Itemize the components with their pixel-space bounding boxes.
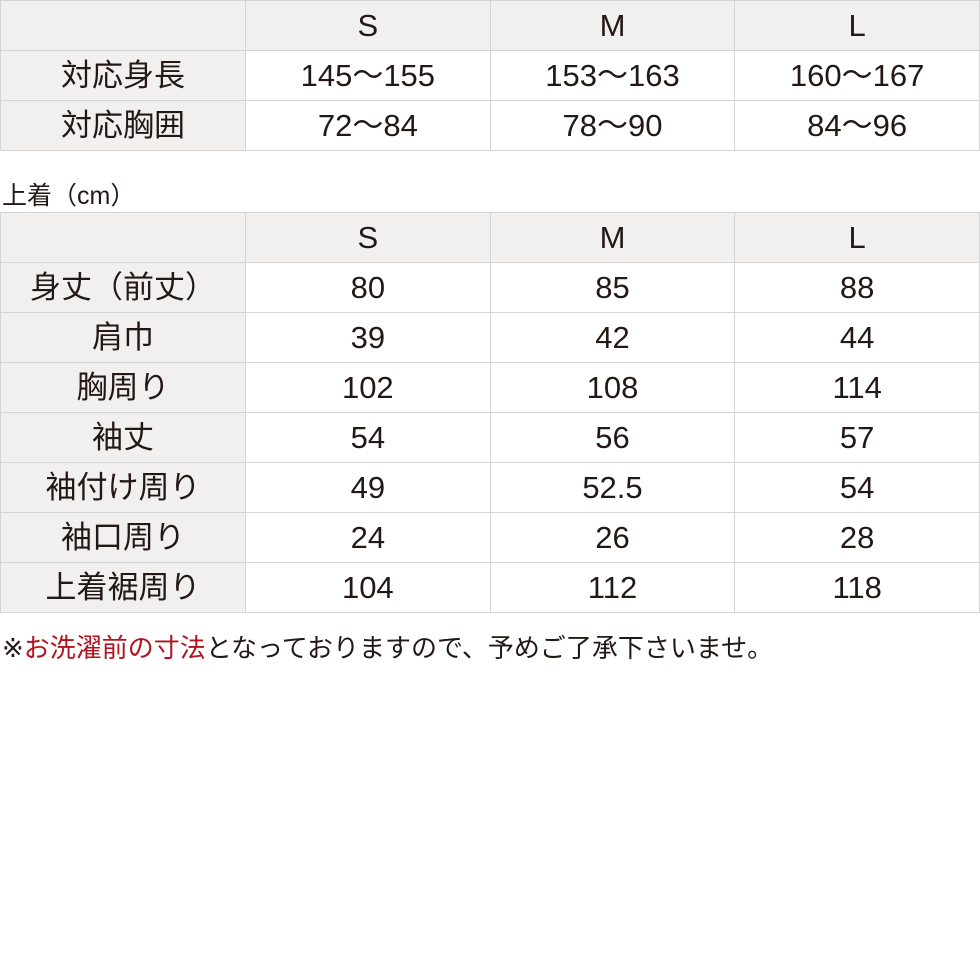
cell: 112 <box>489 562 736 613</box>
note-text: となっておりますので、予めご了承下さいませ。 <box>205 633 774 663</box>
row-label: 袖丈 <box>0 412 246 463</box>
cell: 160〜167 <box>734 50 980 101</box>
row-label: 袖付け周り <box>0 462 246 513</box>
header-cell: M <box>489 0 736 51</box>
cell: 104 <box>245 562 491 613</box>
cell: 42 <box>489 312 736 363</box>
row-label: 胸周り <box>0 362 246 413</box>
washing-note: ※お洗濯前の寸法となっておりますので、予めご了承下さいませ。 <box>2 628 773 665</box>
cell: 56 <box>489 412 736 463</box>
cell: 114 <box>734 362 980 413</box>
cell: 80 <box>245 262 491 313</box>
cell: 153〜163 <box>489 50 736 101</box>
row-label: 身丈（前丈） <box>0 262 246 313</box>
table-header-row: S M L <box>0 212 980 263</box>
cell: 118 <box>734 562 980 613</box>
row-label: 肩巾 <box>0 312 246 363</box>
jacket-caption: 上着（cm） <box>2 182 136 210</box>
table-row: 対応胸囲 72〜84 78〜90 84〜96 <box>0 100 980 151</box>
table-row: 対応身長 145〜155 153〜163 160〜167 <box>0 50 980 101</box>
cell: 39 <box>245 312 491 363</box>
cell: 24 <box>245 512 491 563</box>
row-label: 対応身長 <box>0 50 246 101</box>
cell: 72〜84 <box>245 100 491 151</box>
row-label: 上着裾周り <box>0 562 246 613</box>
cell: 28 <box>734 512 980 563</box>
header-cell: M <box>489 212 736 263</box>
size-reference-table: S M L 対応身長 145〜155 153〜163 160〜167 対応胸囲 … <box>0 0 980 151</box>
header-cell: L <box>734 0 980 51</box>
cell: 54 <box>245 412 491 463</box>
cell: 102 <box>245 362 491 413</box>
header-cell: S <box>245 212 491 263</box>
cell: 84〜96 <box>734 100 980 151</box>
row-label: 袖口周り <box>0 512 246 563</box>
row-label: 対応胸囲 <box>0 100 246 151</box>
table-header-row: S M L <box>0 0 980 51</box>
table-row: 上着裾周り 104 112 118 <box>0 562 980 613</box>
table-row: 袖付け周り 49 52.5 54 <box>0 462 980 513</box>
header-cell <box>0 212 246 263</box>
cell: 88 <box>734 262 980 313</box>
cell: 54 <box>734 462 980 513</box>
cell: 78〜90 <box>489 100 736 151</box>
cell: 26 <box>489 512 736 563</box>
note-prefix: ※ <box>2 633 24 663</box>
table-row: 袖口周り 24 26 28 <box>0 512 980 563</box>
jacket-measurement-table: S M L 身丈（前丈） 80 85 88 肩巾 39 42 44 胸周り 102 108 114 袖丈… <box>0 212 980 613</box>
cell: 49 <box>245 462 491 513</box>
header-cell <box>0 0 246 51</box>
cell: 44 <box>734 312 980 363</box>
cell: 57 <box>734 412 980 463</box>
cell: 85 <box>489 262 736 313</box>
table-row: 身丈（前丈） 80 85 88 <box>0 262 980 313</box>
note-highlight: お洗濯前の寸法 <box>23 633 206 663</box>
table-row: 肩巾 39 42 44 <box>0 312 980 363</box>
cell: 145〜155 <box>245 50 491 101</box>
table-row: 袖丈 54 56 57 <box>0 412 980 463</box>
table-row: 胸周り 102 108 114 <box>0 362 980 413</box>
header-cell: L <box>734 212 980 263</box>
cell: 108 <box>489 362 736 413</box>
header-cell: S <box>245 0 491 51</box>
cell: 52.5 <box>489 462 736 513</box>
